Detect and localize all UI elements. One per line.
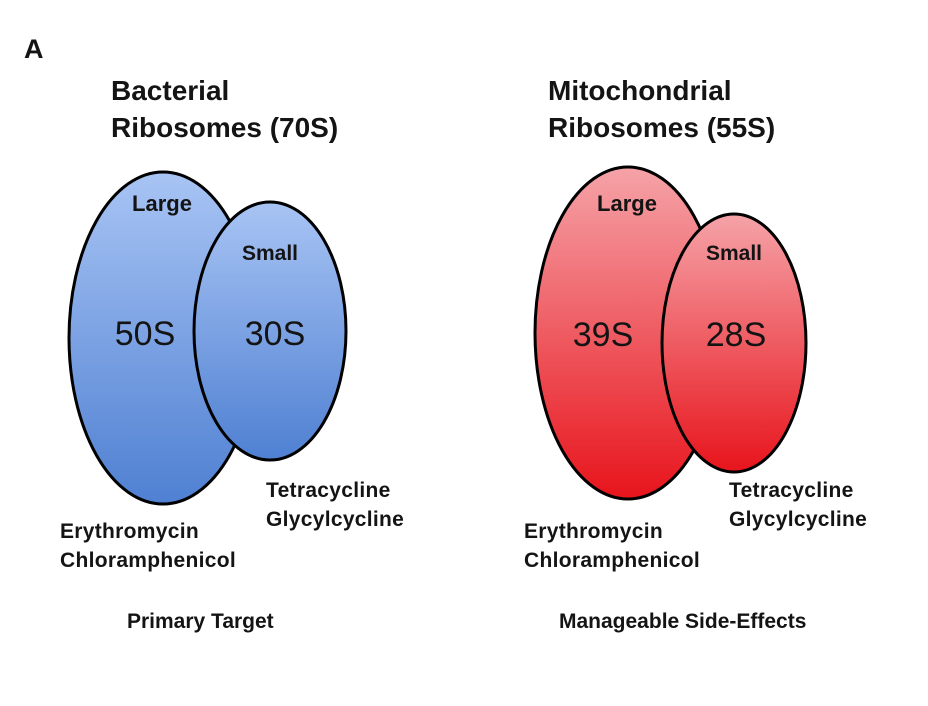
- bacterial-small-value: 30S: [245, 315, 306, 353]
- mitochondrial-title-line1: Mitochondrial: [548, 75, 732, 106]
- bacterial-large-drugs: Erythromycin Chloramphenicol: [60, 517, 236, 575]
- drug-label: Erythromycin: [60, 520, 199, 543]
- bacterial-ribosome: Large Small 50S 30S: [67, 170, 348, 506]
- mitochondrial-caption: Manageable Side-Effects: [559, 610, 807, 633]
- bacterial-title: Bacterial Ribosomes (70S): [111, 72, 338, 146]
- bacterial-title-line2: Ribosomes (70S): [111, 112, 339, 143]
- mitochondrial-large-drugs: Erythromycin Chloramphenicol: [524, 517, 700, 575]
- bacterial-small-label: Small: [242, 242, 298, 265]
- bacterial-caption: Primary Target: [127, 610, 274, 633]
- mitochondrial-large-label: Large: [597, 191, 657, 216]
- mitochondrial-large-value: 39S: [573, 316, 634, 354]
- drug-label: Tetracycline: [266, 479, 391, 502]
- mitochondrial-small-drugs: Tetracycline Glycylcycline: [729, 476, 867, 534]
- bacterial-small-drugs: Tetracycline Glycylcycline: [266, 476, 404, 534]
- bacterial-large-label: Large: [132, 191, 192, 216]
- mitochondrial-title: Mitochondrial Ribosomes (55S): [548, 72, 775, 146]
- mitochondrial-small-label: Small: [706, 242, 762, 265]
- drug-label: Chloramphenicol: [60, 549, 237, 572]
- mitochondrial-ribosome: Large Small 39S 28S: [533, 165, 808, 501]
- drug-label: Glycylcycline: [729, 508, 868, 531]
- mitochondrial-title-line2: Ribosomes (55S): [548, 112, 776, 143]
- mitochondrial-small-value: 28S: [706, 316, 767, 354]
- bacterial-large-value: 50S: [115, 315, 176, 353]
- drug-label: Chloramphenicol: [524, 549, 701, 572]
- bacterial-small-subunit: [192, 200, 348, 462]
- drug-label: Glycylcycline: [266, 508, 405, 531]
- bacterial-title-line1: Bacterial: [111, 75, 230, 106]
- mitochondrial-small-subunit: [660, 212, 808, 474]
- drug-label: Tetracycline: [729, 479, 854, 502]
- drug-label: Erythromycin: [524, 520, 663, 543]
- panel-label: A: [24, 34, 44, 64]
